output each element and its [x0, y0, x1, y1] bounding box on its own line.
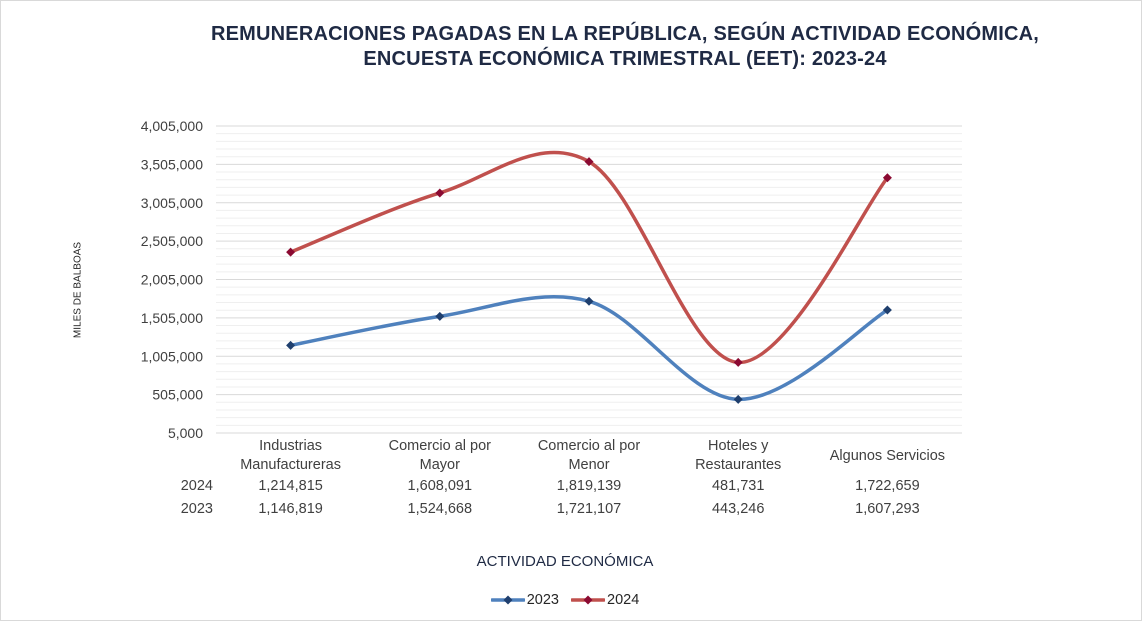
legend-swatch-2023 — [490, 595, 525, 605]
y-tick-label: 505,000 — [152, 387, 203, 403]
y-tick-label: 2,505,000 — [141, 233, 203, 249]
marker-2024 — [882, 173, 892, 183]
data-table-cell: 1,721,107 — [557, 501, 622, 517]
data-table-row-header: 2024 — [181, 478, 213, 494]
legend-label-2023: 2023 — [526, 592, 559, 608]
chart-title-line-2: ENCUESTA ECONÓMICA TRIMESTRAL (EET): 202… — [363, 48, 887, 70]
data-table-row-header: 2023 — [181, 501, 213, 517]
category-labels: Industrias Manufactureras Comercio al por M… — [240, 438, 945, 473]
y-tick-label: 1,005,000 — [141, 348, 203, 364]
category-label: Manufactureras — [240, 457, 341, 473]
data-table-cell: 1,819,139 — [557, 478, 622, 494]
category-label: Menor — [568, 457, 609, 473]
y-tick-label: 1,505,000 — [141, 310, 203, 326]
category-label: Mayor — [420, 457, 460, 473]
legend-swatch-2024 — [571, 595, 605, 605]
data-table-cell: 443,246 — [712, 501, 764, 517]
category-label: Industrias — [259, 438, 322, 454]
chart-title: REMUNERACIONES PAGADAS EN LA REPÚBLICA, … — [160, 22, 1090, 72]
data-table-cell: 481,731 — [712, 478, 764, 494]
marker-2023 — [435, 311, 445, 321]
data-table-cell: 1,608,091 — [408, 478, 473, 494]
y-tick-label: 3,505,000 — [141, 156, 203, 172]
chart-title-line-1: REMUNERACIONES PAGADAS EN LA REPÚBLICA, … — [210, 23, 1040, 45]
category-label: Comercio al por — [538, 438, 641, 454]
legend-label-2024: 2024 — [607, 592, 640, 608]
category-label: Comercio al por — [389, 438, 492, 454]
data-table-cell: 1,524,668 — [408, 501, 473, 517]
category-label: Restaurantes — [695, 457, 781, 473]
legend-item-2023[interactable]: 2023 — [490, 592, 559, 608]
line-series-2023 — [288, 295, 890, 402]
marker-2024 — [435, 188, 445, 198]
y-tick-labels: 4,005,000 3,505,000 3,005,000 2,505,000 2,00… — [141, 118, 204, 441]
series-markers — [286, 157, 892, 404]
y-tick-label: 5,000 — [168, 425, 203, 441]
category-label: Hoteles y — [708, 438, 769, 454]
legend: 2023 2024 — [0, 592, 1130, 608]
data-table-cell: 1,214,815 — [258, 478, 323, 494]
y-tick-label: 4,005,000 — [141, 118, 203, 134]
marker-2024 — [733, 357, 743, 367]
marker-2023 — [882, 305, 892, 315]
x-axis-label: ACTIVIDAD ECONÓMICA — [476, 553, 654, 570]
marker-2024 — [584, 157, 594, 167]
series-lines — [288, 150, 890, 402]
y-tick-label: 3,005,000 — [141, 195, 203, 211]
legend-item-2024[interactable]: 2024 — [571, 592, 639, 608]
marker-2023 — [584, 296, 594, 306]
data-table: 2024 1,214,815 1,608,091 1,819,139 481,731 1,… — [181, 478, 920, 517]
data-table-cell: 1,722,659 — [855, 478, 920, 494]
data-table-cell: 1,146,819 — [258, 501, 323, 517]
marker-2023 — [733, 394, 743, 404]
gridlines — [216, 125, 962, 434]
y-tick-label: 2,005,000 — [141, 272, 203, 288]
marker-2023 — [286, 340, 296, 350]
line-series-2024 — [288, 150, 890, 365]
category-label: Algunos Servicios — [830, 448, 945, 464]
data-table-cell: 1,607,293 — [855, 501, 920, 517]
marker-2024 — [286, 247, 296, 257]
